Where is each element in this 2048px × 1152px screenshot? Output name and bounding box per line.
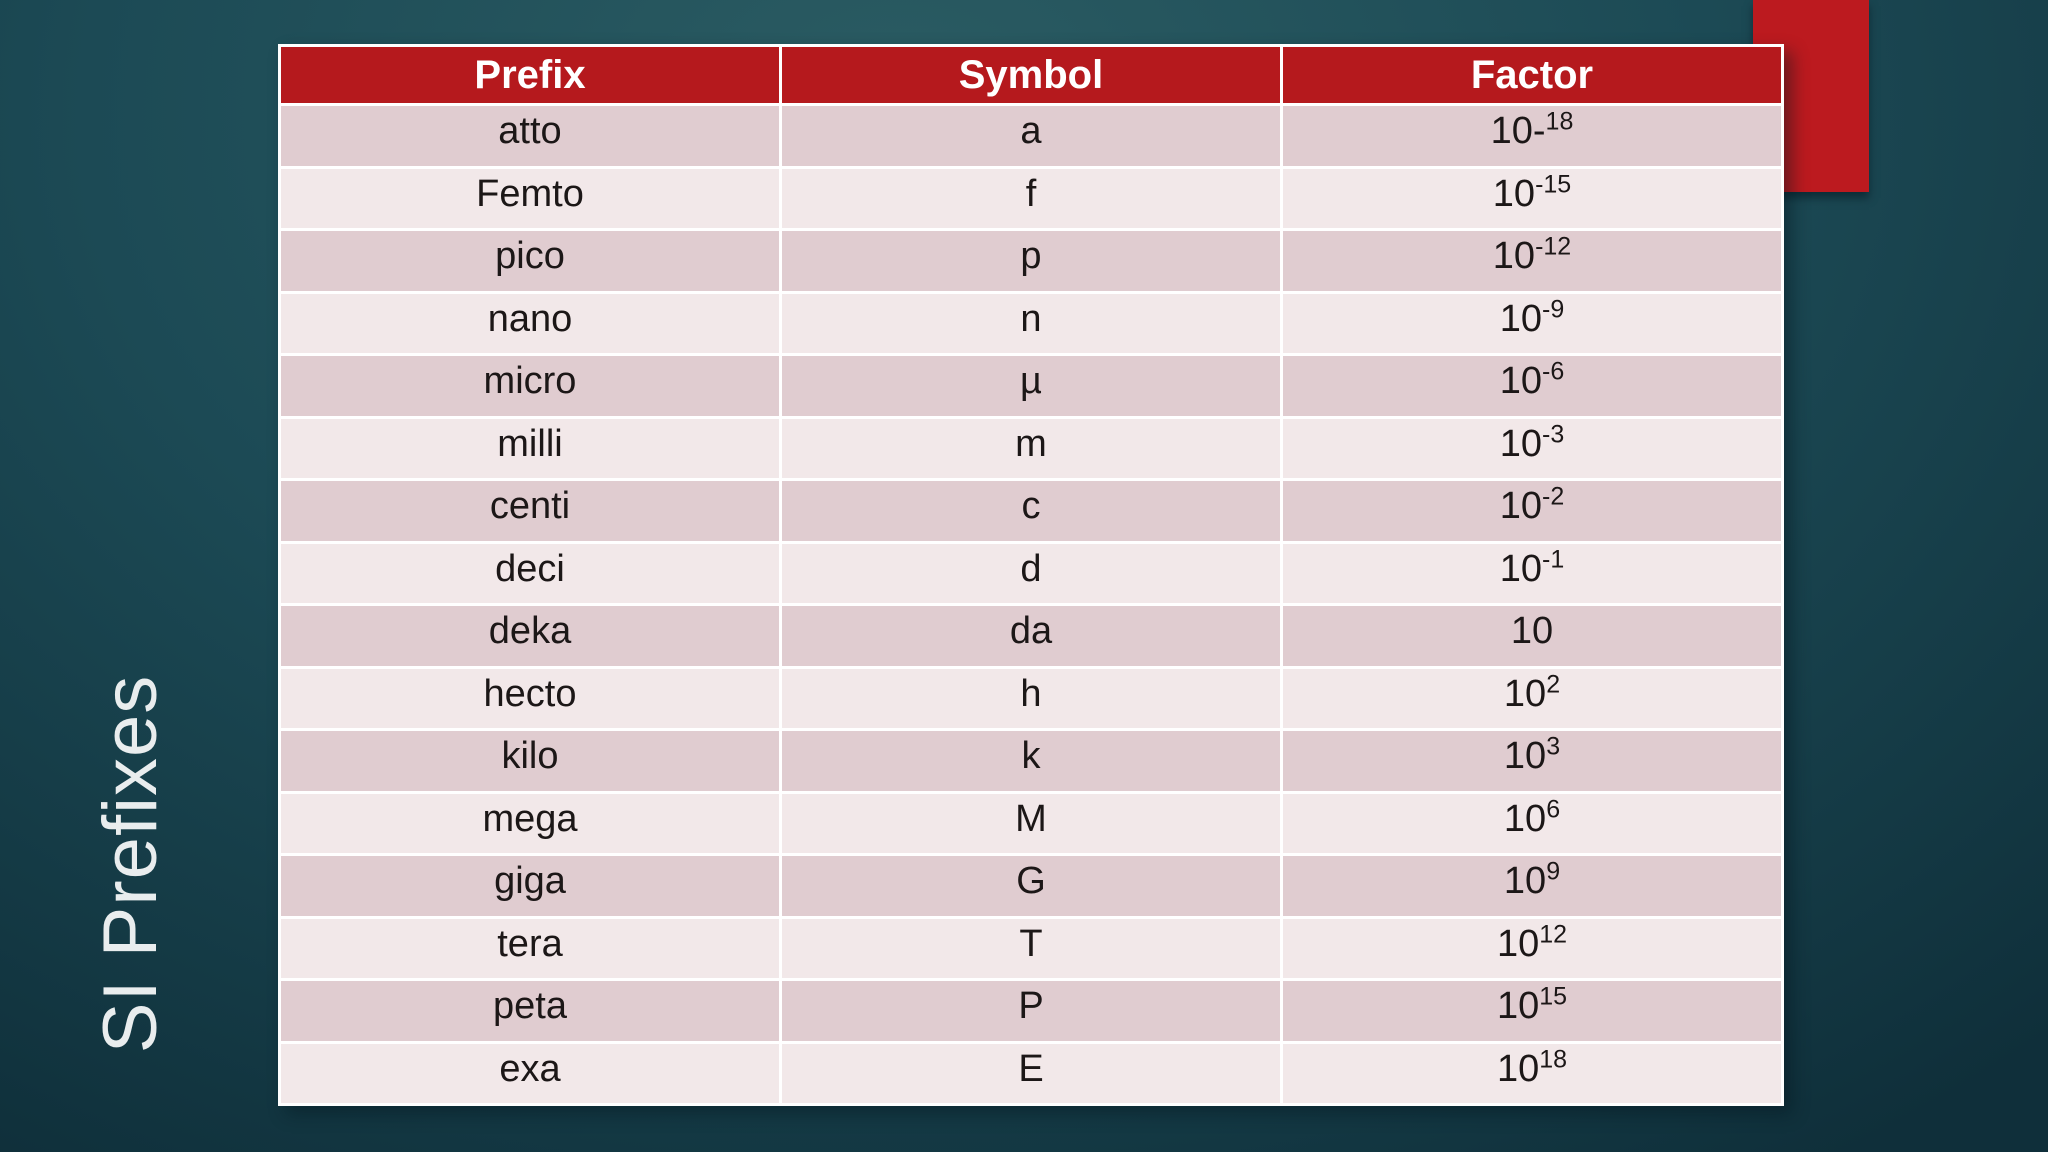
header-prefix: Prefix: [281, 47, 779, 103]
factor-exponent: 12: [1539, 919, 1568, 948]
prefix-cell: atto: [281, 106, 779, 166]
symbol-cell: c: [782, 481, 1280, 541]
factor-exponent: 9: [1546, 857, 1561, 886]
factor-cell: 10-12: [1283, 231, 1781, 291]
factor-cell: 1015: [1283, 981, 1781, 1041]
factor-exponent: 6: [1546, 794, 1561, 823]
symbol-cell: M: [782, 793, 1280, 853]
table-row: nano n 10-9: [281, 293, 1781, 353]
symbol-cell: da: [782, 606, 1280, 666]
symbol-cell: h: [782, 668, 1280, 728]
symbol-cell: k: [782, 731, 1280, 791]
factor-exponent: -3: [1542, 419, 1565, 448]
table-header: Prefix Symbol Factor: [281, 47, 1781, 103]
factor-cell: 10-6: [1283, 356, 1781, 416]
prefix-cell: nano: [281, 293, 779, 353]
table-row: centi c 10-2: [281, 481, 1781, 541]
symbol-cell: T: [782, 918, 1280, 978]
prefix-cell: exa: [281, 1043, 779, 1103]
symbol-cell: µ: [782, 356, 1280, 416]
table-row: kilo k 103: [281, 731, 1781, 791]
factor-cell: 10-2: [1283, 481, 1781, 541]
prefix-cell: deka: [281, 606, 779, 666]
prefix-cell: giga: [281, 856, 779, 916]
prefix-cell: hecto: [281, 668, 779, 728]
prefix-cell: pico: [281, 231, 779, 291]
factor-cell: 10-1: [1283, 543, 1781, 603]
table-row: mega M 106: [281, 793, 1781, 853]
table-row: milli m 10-3: [281, 418, 1781, 478]
prefix-cell: kilo: [281, 731, 779, 791]
symbol-cell: p: [782, 231, 1280, 291]
symbol-cell: n: [782, 293, 1280, 353]
factor-cell: 1012: [1283, 918, 1781, 978]
table-row: exa E 1018: [281, 1043, 1781, 1103]
prefix-cell: peta: [281, 981, 779, 1041]
factor-exponent: -15: [1535, 169, 1572, 198]
factor-exponent: 18: [1539, 1044, 1568, 1073]
factor-exponent: -9: [1542, 294, 1565, 323]
factor-cell: 10-9: [1283, 293, 1781, 353]
prefix-cell: centi: [281, 481, 779, 541]
symbol-cell: f: [782, 168, 1280, 228]
table-body: atto a 10-18 Femto f 10-15 pico p 10-12 nano n 10-9…: [281, 106, 1781, 1103]
table-row: tera T 1012: [281, 918, 1781, 978]
table-row: giga G 109: [281, 856, 1781, 916]
factor-cell: 103: [1283, 731, 1781, 791]
factor-cell: 10-3: [1283, 418, 1781, 478]
factor-exponent: -2: [1542, 482, 1565, 511]
factor-exponent: 15: [1539, 982, 1568, 1011]
prefix-cell: micro: [281, 356, 779, 416]
factor-cell: 10: [1283, 606, 1781, 666]
factor-exponent: -6: [1542, 357, 1565, 386]
symbol-cell: P: [782, 981, 1280, 1041]
factor-cell: 109: [1283, 856, 1781, 916]
prefix-cell: tera: [281, 918, 779, 978]
header-factor: Factor: [1283, 47, 1781, 103]
prefix-cell: mega: [281, 793, 779, 853]
factor-cell: 10-15: [1283, 168, 1781, 228]
prefix-cell: deci: [281, 543, 779, 603]
prefix-cell: milli: [281, 418, 779, 478]
factor-exponent: 3: [1546, 732, 1561, 761]
symbol-cell: m: [782, 418, 1280, 478]
symbol-cell: G: [782, 856, 1280, 916]
factor-cell: 1018: [1283, 1043, 1781, 1103]
table-row: pico p 10-12: [281, 231, 1781, 291]
si-prefixes-table: Prefix Symbol Factor atto a 10-18 Femto f 10-…: [278, 44, 1784, 1106]
header-row: Prefix Symbol Factor: [281, 47, 1781, 103]
symbol-cell: E: [782, 1043, 1280, 1103]
table-row: micro µ 10-6: [281, 356, 1781, 416]
factor-exponent: -1: [1542, 544, 1565, 573]
factor-exponent: 2: [1546, 669, 1561, 698]
header-symbol: Symbol: [782, 47, 1280, 103]
table-row: Femto f 10-15: [281, 168, 1781, 228]
table-row: deka da 10: [281, 606, 1781, 666]
table-row: deci d 10-1: [281, 543, 1781, 603]
factor-cell: 106: [1283, 793, 1781, 853]
slide-title: SI Prefixes: [88, 674, 173, 1054]
table-row: hecto h 102: [281, 668, 1781, 728]
factor-cell: 102: [1283, 668, 1781, 728]
factor-exponent: -12: [1535, 232, 1572, 261]
table-row: atto a 10-18: [281, 106, 1781, 166]
prefix-cell: Femto: [281, 168, 779, 228]
table-row: peta P 1015: [281, 981, 1781, 1041]
symbol-cell: a: [782, 106, 1280, 166]
symbol-cell: d: [782, 543, 1280, 603]
factor-exponent: 18: [1545, 107, 1574, 136]
factor-cell: 10-18: [1283, 106, 1781, 166]
